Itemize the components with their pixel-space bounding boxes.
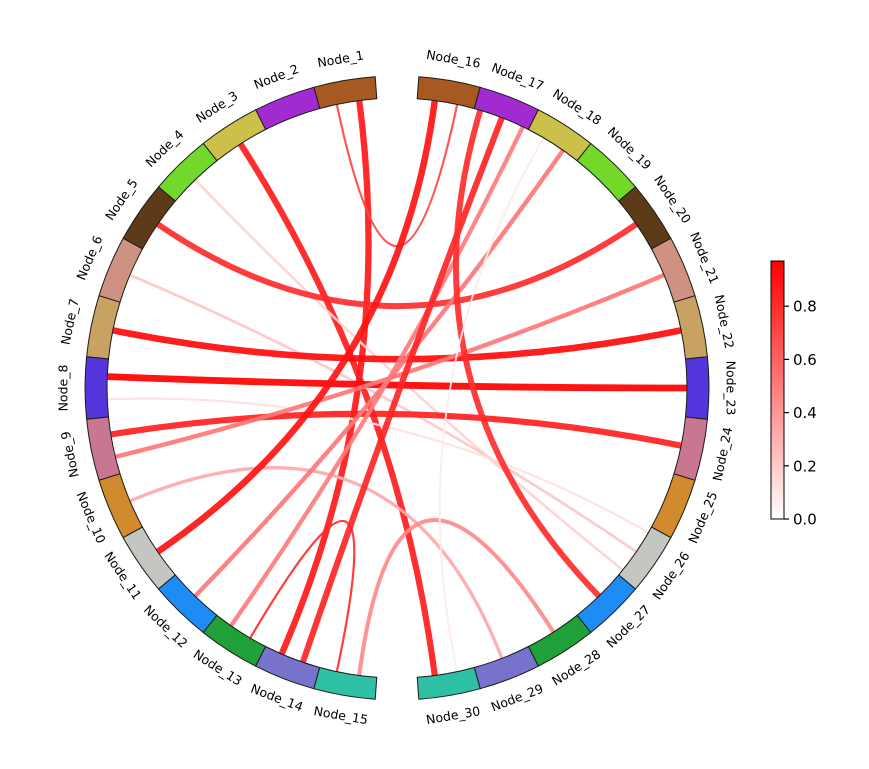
- chord-Node_10-Node_29: [128, 466, 504, 661]
- chord-Node_7-Node_22: [109, 327, 685, 363]
- node-arc-Node_10: [98, 473, 144, 539]
- chord-Node_14-Node_17: [299, 114, 505, 666]
- node-arc-Node_30: [416, 666, 481, 700]
- node-arc-Node_16: [416, 76, 481, 110]
- node-label-Node_14: Node_14: [249, 681, 306, 715]
- chord-Node_3-Node_30: [237, 140, 438, 679]
- node-arc-Node_24: [673, 416, 708, 481]
- node-arc-Node_7: [86, 295, 121, 360]
- node-label-Node_25: Node_25: [685, 489, 720, 545]
- node-label-Node_9: Node_9: [58, 430, 82, 479]
- node-label-Node_29: Node_29: [489, 681, 546, 715]
- chord-Node_4-Node_26: [193, 178, 624, 572]
- node-arc-Node_22: [673, 295, 708, 360]
- colorbar-tick-label-0.2: 0.2: [793, 457, 817, 475]
- node-label-Node_5: Node_5: [102, 176, 141, 223]
- node-label-Node_8: Node_8: [56, 365, 71, 412]
- node-arc-Node_23: [684, 356, 710, 420]
- chord-Node_6-Node_26: [128, 273, 638, 554]
- colorbar-tick-label-0.6: 0.6: [793, 351, 817, 369]
- node-label-Node_24: Node_24: [710, 426, 736, 483]
- node-arc-Node_9: [86, 416, 121, 481]
- node-label-Node_10: Node_10: [74, 489, 109, 545]
- chord-Node_18-Node_30: [438, 136, 545, 673]
- colorbar-tick-label-0.4: 0.4: [793, 404, 817, 422]
- colorbar-tick-label-0.0: 0.0: [793, 511, 817, 529]
- node-label-Node_7: Node_7: [58, 297, 82, 346]
- node-arc-Node_14: [255, 645, 321, 690]
- chord-Node_5-Node_20: [154, 221, 640, 310]
- chord-Node_13-Node_15: [249, 519, 356, 673]
- node-label-Node_1: Node_1: [316, 47, 365, 70]
- chord-Node_9-Node_24: [107, 410, 685, 449]
- node-arc-Node_2: [255, 86, 321, 131]
- chord-Node_12-Node_18: [192, 148, 566, 599]
- node-arc-Node_21: [650, 237, 696, 303]
- chord-Node_8-Node_23: [103, 373, 691, 392]
- chord-Node_8-Node_26: [106, 397, 650, 534]
- chord-Node_15-Node_28: [357, 518, 556, 678]
- chord-Node_17-Node_27: [453, 107, 602, 600]
- node-label-Node_3: Node_3: [193, 88, 241, 126]
- chord-Node_1-Node_14: [278, 97, 372, 658]
- node-arc-Node_25: [650, 473, 696, 539]
- node-arc-Node_6: [98, 237, 144, 303]
- colorbar: [770, 260, 785, 520]
- node-arc-Node_8: [84, 356, 110, 420]
- node-label-Node_21: Node_21: [687, 230, 722, 286]
- node-label-Node_16: Node_16: [425, 47, 482, 71]
- chord-Node_1-Node_16: [335, 103, 459, 247]
- node-arc-Node_15: [313, 666, 378, 700]
- node-label-Node_23: Node_23: [724, 361, 739, 416]
- chord-Node_11-Node_16: [154, 97, 439, 556]
- node-arc-Node_1: [313, 76, 378, 110]
- node-label-Node_2: Node_2: [252, 61, 301, 92]
- node-label-Node_6: Node_6: [73, 233, 105, 282]
- node-label-Node_15: Node_15: [313, 703, 370, 727]
- colorbar-tick-label-0.8: 0.8: [793, 298, 817, 316]
- node-arc-Node_29: [473, 645, 539, 690]
- node-label-Node_22: Node_22: [712, 293, 738, 350]
- node-label-Node_30: Node_30: [425, 703, 482, 727]
- node-arc-Node_17: [473, 86, 539, 131]
- node-label-Node_17: Node_17: [490, 60, 546, 94]
- chord-Node_13-Node_17: [228, 124, 525, 628]
